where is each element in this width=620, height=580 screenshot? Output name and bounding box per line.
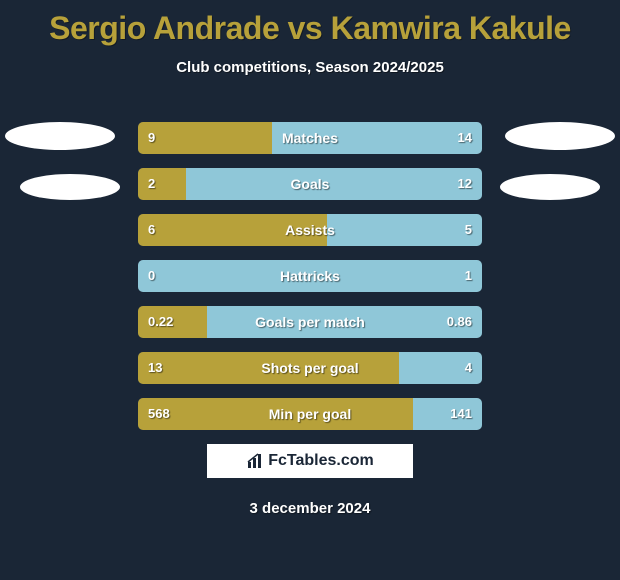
brand-text: FcTables.com <box>268 452 374 470</box>
chart-icon <box>246 452 264 470</box>
stat-row: 212Goals <box>138 168 482 200</box>
player2-avatar <box>505 122 615 150</box>
stats-rows: 914Matches 212Goals 65Assists 01Hattricks 0.… <box>138 122 482 444</box>
stat-label: Assists <box>138 214 482 246</box>
player1-club <box>20 174 120 200</box>
stat-row: 134Shots per goal <box>138 352 482 384</box>
subtitle: Club competitions, Season 2024/2025 <box>0 59 620 76</box>
stat-label: Hattricks <box>138 260 482 292</box>
stat-row: 0.220.86Goals per match <box>138 306 482 338</box>
player2-club <box>500 174 600 200</box>
player1-avatar <box>5 122 115 150</box>
page-title: Sergio Andrade vs Kamwira Kakule <box>0 0 620 47</box>
stat-label: Goals per match <box>138 306 482 338</box>
stat-label: Shots per goal <box>138 352 482 384</box>
stat-row: 568141Min per goal <box>138 398 482 430</box>
date-label: 3 december 2024 <box>0 500 620 517</box>
stat-row: 01Hattricks <box>138 260 482 292</box>
stat-label: Goals <box>138 168 482 200</box>
stat-label: Matches <box>138 122 482 154</box>
brand-badge: FcTables.com <box>207 444 413 478</box>
stat-label: Min per goal <box>138 398 482 430</box>
stat-row: 914Matches <box>138 122 482 154</box>
stat-row: 65Assists <box>138 214 482 246</box>
